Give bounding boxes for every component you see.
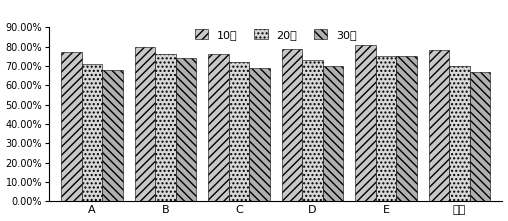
Bar	[135, 47, 155, 201]
Bar	[61, 52, 82, 201]
Bar	[450, 66, 470, 201]
Bar	[356, 45, 376, 201]
Bar	[82, 64, 102, 201]
Legend: 10日, 20日, 30日: 10日, 20日, 30日	[195, 29, 357, 40]
Bar	[208, 54, 229, 201]
Bar	[429, 50, 450, 201]
Bar	[470, 72, 490, 201]
Bar	[249, 68, 270, 201]
Bar	[155, 54, 176, 201]
Bar	[176, 58, 196, 201]
Bar	[396, 56, 417, 201]
Bar	[229, 62, 249, 201]
Bar	[376, 56, 396, 201]
Bar	[302, 60, 323, 201]
Bar	[282, 48, 302, 201]
Bar	[323, 66, 343, 201]
Bar	[102, 70, 123, 201]
